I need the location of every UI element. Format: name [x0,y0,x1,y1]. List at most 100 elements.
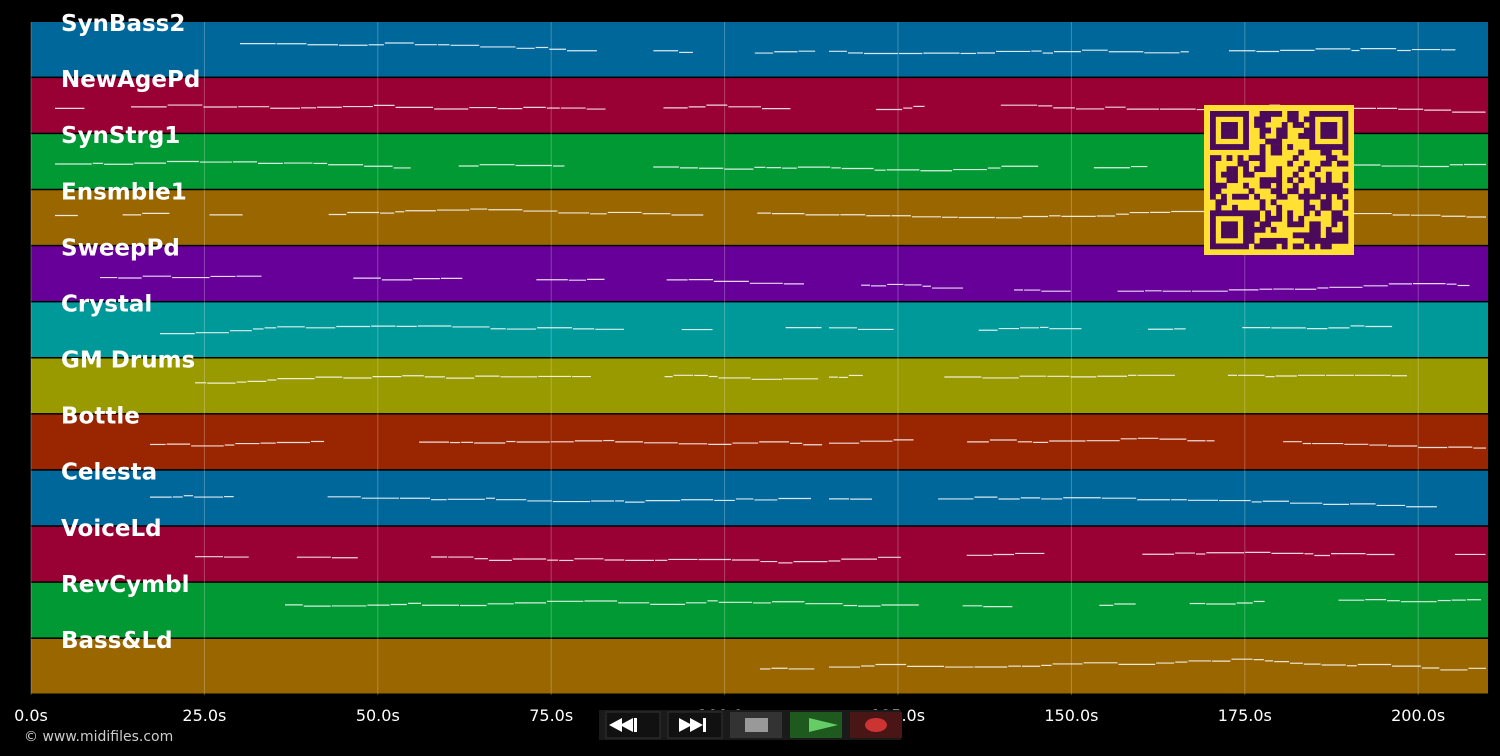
qr-cell [1254,122,1260,128]
qr-cell [1292,243,1299,250]
qr-cell [1276,188,1283,195]
qr-cell [1259,122,1266,128]
qr-cell [1331,122,1338,128]
qr-cell [1232,122,1238,128]
qr-cell [1320,149,1327,156]
qr-cell [1232,127,1238,134]
qr-cell [1215,182,1222,189]
qr-cell [1210,182,1216,189]
qr-cell [1265,138,1272,145]
qr-cell [1254,155,1260,161]
qr-cell [1270,226,1277,233]
track-name: SynStrg1 [61,123,180,149]
qr-cell [1342,160,1349,167]
qr-cell [1243,160,1249,167]
qr-cell [1210,111,1216,117]
qr-cell [1226,155,1233,161]
stop-button[interactable] [730,712,782,738]
qr-cell [1287,215,1294,222]
qr-cell [1342,138,1349,145]
qr-cell [1232,177,1238,184]
qr-cell [1265,243,1272,250]
qr-cell [1314,182,1321,189]
qr-cell [1210,160,1216,167]
qr-cell [1320,122,1327,128]
track-lane [31,22,1488,77]
qr-cell [1265,210,1272,217]
time-tick: 25.0s [182,706,226,725]
qr-cell [1309,204,1316,211]
qr-cell [1221,127,1227,134]
qr-cell [1309,226,1316,233]
qr-cell [1309,243,1316,250]
qr-cell [1248,188,1255,195]
qr-cell [1298,243,1305,250]
qr-cell [1325,182,1332,189]
qr-cell [1243,166,1249,173]
qr-cell [1243,237,1249,244]
qr-cell [1276,177,1283,184]
qr-cell [1292,232,1299,239]
qr-cell [1254,226,1260,233]
qr-cell [1336,237,1343,244]
qr-cell [1226,177,1233,184]
qr-cell [1325,144,1332,150]
qr-cell [1210,177,1216,184]
qr-cell [1248,210,1255,217]
qr-cell [1254,166,1260,173]
qr-cell [1331,133,1338,139]
qr-cell [1276,193,1283,200]
qr-cell [1298,149,1305,156]
qr-cell [1210,144,1216,150]
icon [679,718,692,732]
qr-cell [1276,210,1283,217]
qr-cell [1210,188,1216,195]
qr-cell [1342,127,1349,134]
qr-cell [1226,221,1233,228]
qr-cell [1259,199,1266,206]
qr-cell [1325,127,1332,134]
qr-cell [1309,111,1316,117]
transport-controls [599,710,902,740]
qr-cell [1221,210,1227,217]
qr-cell [1325,237,1332,244]
qr-cell [1243,127,1249,134]
forward-button[interactable] [667,711,723,739]
qr-cell [1309,171,1316,178]
rewind-button[interactable] [605,711,661,739]
track-name: Bass&Ld [61,628,173,654]
qr-cell [1259,204,1266,211]
qr-cell [1303,204,1310,211]
qr-cell [1237,210,1244,217]
qr-cell [1243,171,1249,178]
qr-cell [1287,210,1294,217]
qr-cell [1259,177,1266,184]
qr-cell [1232,226,1238,233]
qr-cell [1325,171,1332,178]
qr-cell [1309,232,1316,239]
track-name: SweepPd [61,235,180,261]
qr-cell [1210,232,1216,239]
qr-cell [1232,232,1238,239]
track-lane [31,638,1488,694]
qr-cell [1243,122,1249,128]
qr-cell [1320,243,1327,250]
qr-cell [1232,166,1238,173]
qr-cell [1243,111,1249,117]
time-tick: 175.0s [1218,706,1272,725]
track-lane [31,302,1488,357]
qr-cell [1232,144,1238,150]
qr-cell [1342,204,1349,211]
qr-cell [1232,111,1238,117]
qr-cell [1336,188,1343,195]
qr-cell [1215,199,1222,206]
qr-cell [1259,116,1266,123]
qr-cell [1259,237,1266,244]
record-button[interactable] [850,712,902,738]
qr-cell [1309,221,1316,228]
play-button[interactable] [790,712,842,738]
qr-cell [1336,144,1343,150]
qr-cell [1303,133,1310,139]
qr-cell [1270,188,1277,195]
